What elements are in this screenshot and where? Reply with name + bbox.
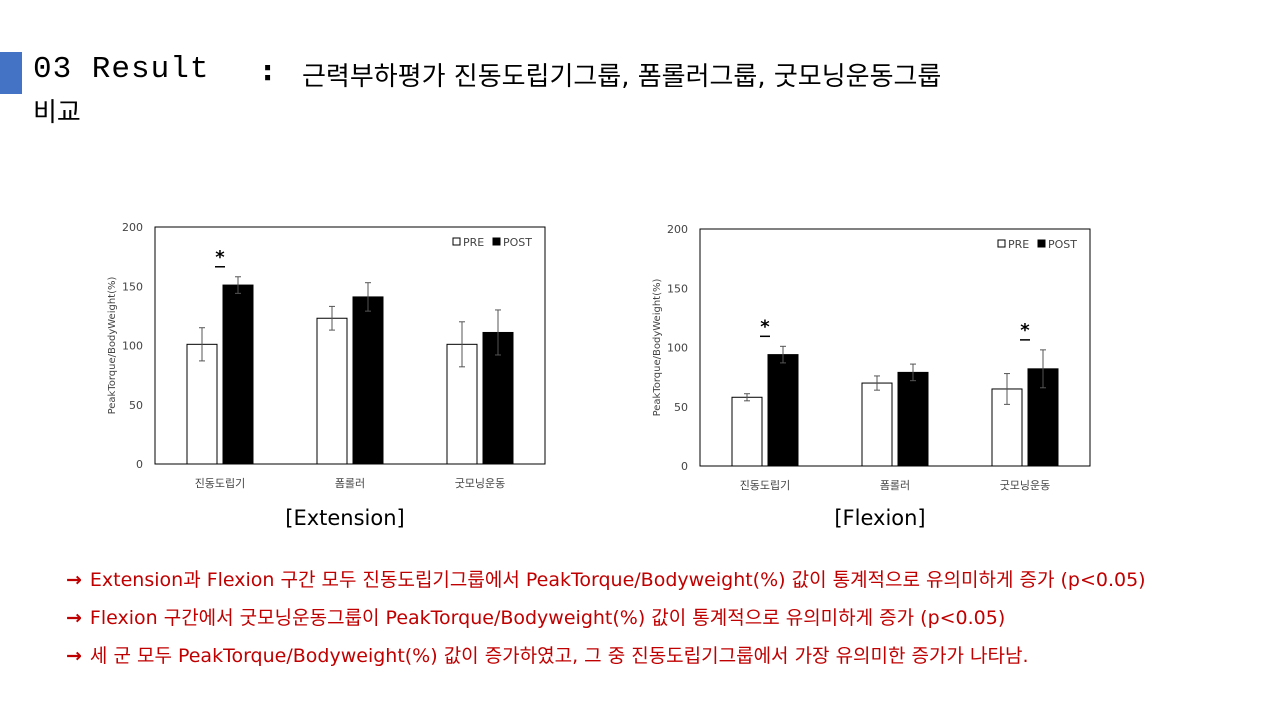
arrow-right-icon: → [66, 607, 82, 629]
y-axis-label: PeakTorque/BodyWeight(%) [107, 277, 118, 415]
x-tick-label: 폼롤러 [880, 479, 910, 492]
x-tick-label: 굿모닝운동 [455, 477, 506, 490]
y-tick-label: 150 [667, 282, 688, 295]
y-axis-label: PeakTorque/BodyWeight(%) [652, 279, 663, 417]
bar-pre [186, 343, 218, 465]
y-tick-label: 100 [122, 340, 143, 353]
finding-item: → Extension과 Flexion 구간 모두 진동도립기그룹에서 Peak… [66, 566, 1146, 604]
x-tick-label: 진동도립기 [195, 477, 246, 490]
accent-bar [0, 52, 22, 94]
finding-item: → Flexion 구간에서 굿모닝운동그룹이 PeakTorque/Bodywe… [66, 604, 1146, 642]
bar-post [352, 296, 384, 465]
arrow-right-icon: → [66, 569, 82, 591]
y-tick-label: 50 [129, 399, 143, 412]
title-colon: : [262, 54, 274, 87]
bar-post [222, 284, 254, 465]
legend-swatch-post [1037, 239, 1046, 248]
page-title-line2: 비교 [33, 98, 81, 128]
significance-marker: * [760, 316, 770, 337]
plot-area [699, 228, 1091, 467]
flexion-chart: 0 50 100 150 200 PeakTorque/BodyWeight(%) 진동도립… [652, 223, 1091, 492]
extension-caption: [Extension] [285, 506, 405, 530]
legend-swatch-pre [452, 237, 461, 246]
bar-pre [861, 382, 893, 467]
finding-item: → 세 군 모두 PeakTorque/Bodyweight(%) 값이 증가하였… [66, 642, 1146, 680]
legend-label: PRE [463, 236, 484, 249]
findings-list: → Extension과 Flexion 구간 모두 진동도립기그룹에서 Peak… [66, 566, 1146, 680]
page-title: 근력부하평가 진동도립기그룹, 폼롤러그룹, 굿모닝운동그룹 [302, 62, 942, 92]
bar-pre [316, 317, 348, 465]
x-tick-label: 진동도립기 [740, 479, 791, 492]
section-number: 03 Result [33, 52, 210, 87]
x-tick-label: 굿모닝운동 [1000, 479, 1051, 492]
arrow-right-icon: → [66, 645, 82, 667]
y-tick-label: 200 [122, 221, 143, 234]
legend-swatch-pre [997, 239, 1006, 248]
finding-text: Flexion 구간에서 굿모닝운동그룹이 PeakTorque/Bodywei… [89, 607, 1006, 629]
legend-label: PRE [1008, 238, 1029, 251]
finding-text: 세 군 모두 PeakTorque/Bodyweight(%) 값이 증가하였고… [89, 645, 1029, 667]
significance-marker: * [215, 247, 225, 268]
legend-swatch-post [492, 237, 501, 246]
extension-chart: 0 50 100 150 200 PeakTorque/BodyWeight(%) 진동도립… [107, 221, 546, 490]
y-tick-label: 100 [667, 342, 688, 355]
y-tick-label: 150 [122, 280, 143, 293]
legend-label: POST [1048, 238, 1077, 251]
y-tick-label: 50 [674, 401, 688, 414]
y-tick-label: 0 [681, 460, 688, 473]
x-tick-label: 폼롤러 [335, 477, 365, 490]
flexion-caption: [Flexion] [834, 506, 926, 530]
y-tick-label: 0 [136, 458, 143, 471]
bar-pre [731, 396, 763, 467]
significance-marker: * [1020, 320, 1030, 341]
finding-text: Extension과 Flexion 구간 모두 진동도립기그룹에서 PeakT… [89, 569, 1146, 591]
bar-post [767, 354, 799, 467]
legend-label: POST [503, 236, 532, 249]
y-tick-label: 200 [667, 223, 688, 236]
bar-post [897, 371, 929, 467]
